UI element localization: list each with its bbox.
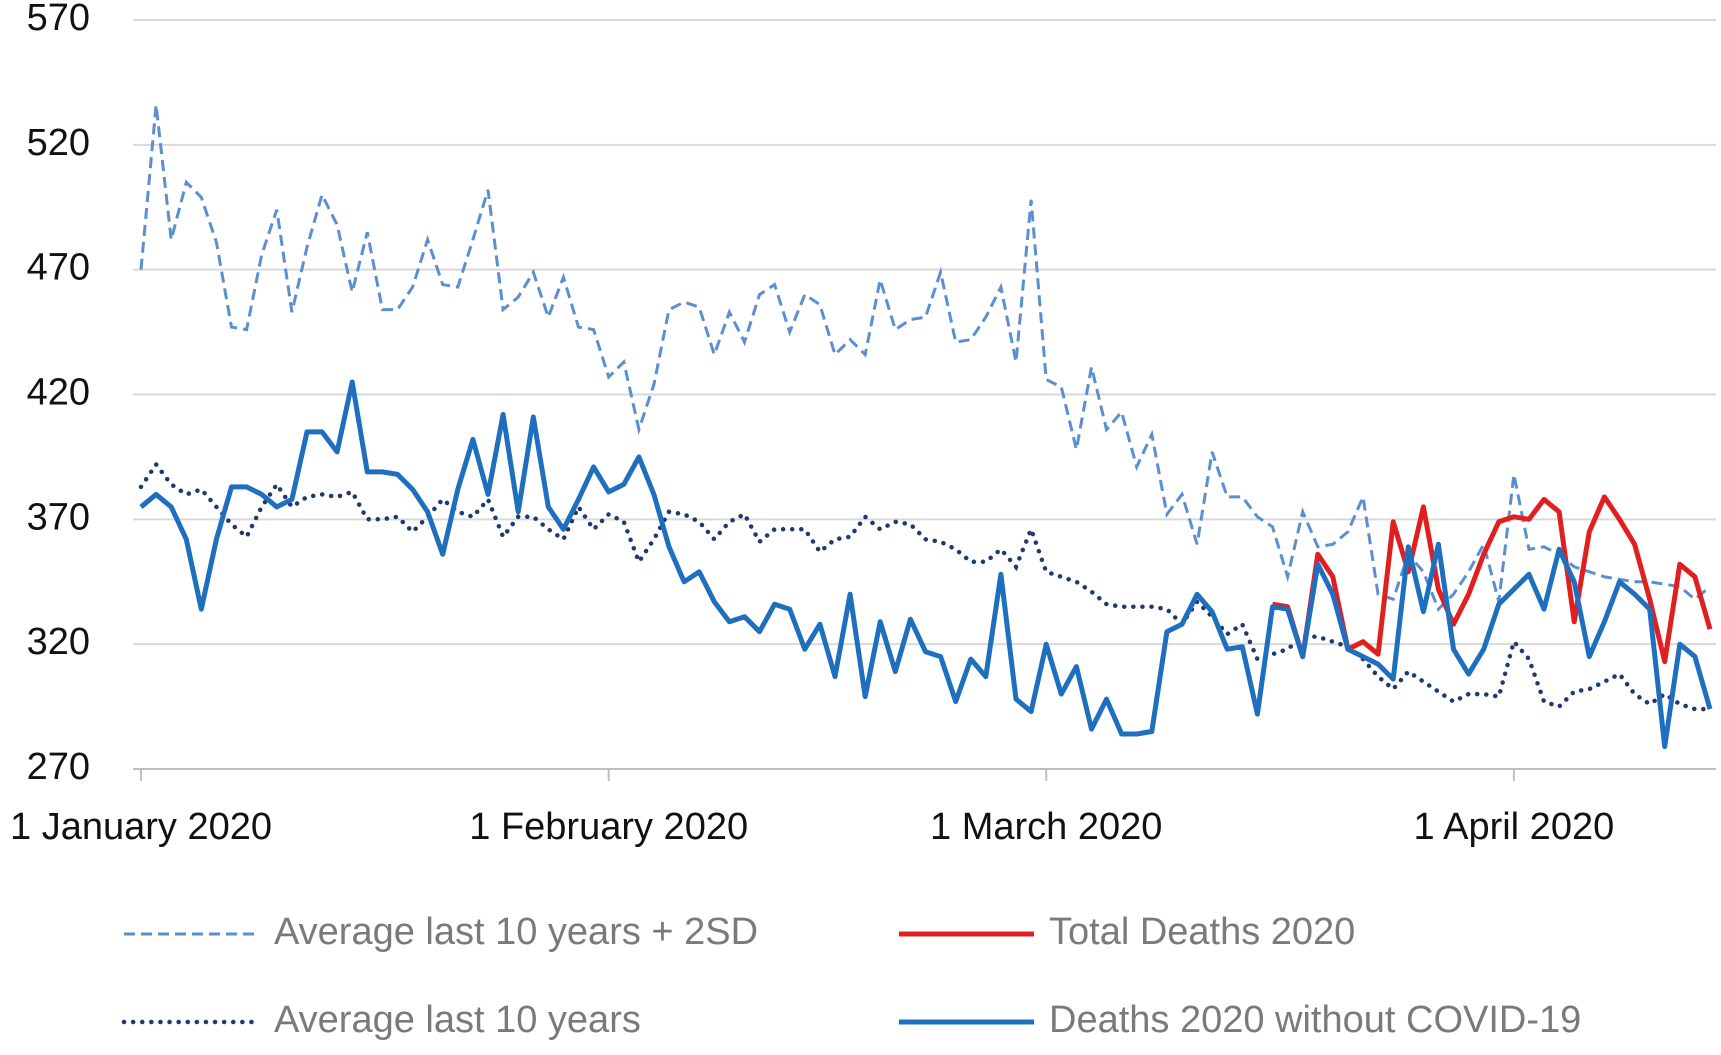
legend-label: Average last 10 years + 2SD xyxy=(274,911,758,953)
x-tick-label: 1 March 2020 xyxy=(930,806,1162,848)
y-tick-label: 270 xyxy=(27,746,90,788)
series-line xyxy=(139,104,1711,612)
y-tick-label: 370 xyxy=(27,496,90,538)
legend-label: Average last 10 years xyxy=(274,999,641,1041)
series-line xyxy=(1272,494,1713,665)
series-line xyxy=(139,379,1713,749)
legend-label: Total Deaths 2020 xyxy=(1049,911,1355,953)
series-line xyxy=(138,460,1713,712)
y-tick-label: 570 xyxy=(27,0,90,39)
legend-label: Deaths 2020 without COVID-19 xyxy=(1049,999,1581,1041)
x-tick-label: 1 January 2020 xyxy=(10,806,272,848)
y-tick-label: 420 xyxy=(27,372,90,414)
y-tick-label: 470 xyxy=(27,247,90,289)
x-tick-label: 1 April 2020 xyxy=(1414,806,1615,848)
x-tick-label: 1 February 2020 xyxy=(469,806,748,848)
y-tick-label: 520 xyxy=(27,122,90,164)
y-tick-label: 320 xyxy=(27,621,90,663)
